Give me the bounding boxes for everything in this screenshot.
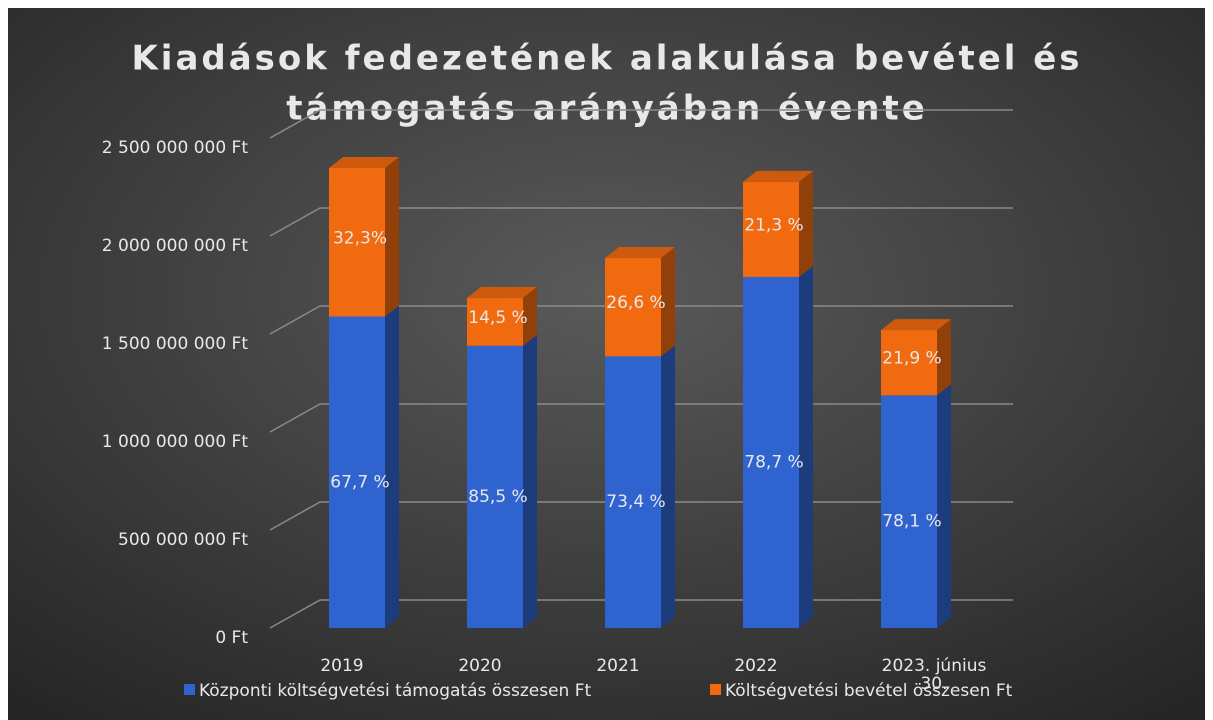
x-tick-label: 2019 (320, 656, 364, 676)
y-tick-label: 1 500 000 000 Ft (102, 334, 249, 354)
data-label: 78,1 % (882, 512, 941, 532)
y-tick-label: 500 000 000 Ft (118, 530, 248, 550)
bar-side (661, 345, 675, 628)
x-tick-label: 2020 (458, 656, 502, 676)
y-tick-label: 0 Ft (215, 628, 248, 648)
bar (743, 181, 799, 277)
y-tick-label: 2 000 000 000 Ft (102, 236, 249, 256)
data-label: 67,7 % (330, 472, 389, 492)
bar-side (799, 170, 813, 277)
bar-side (937, 384, 951, 628)
bar-side (661, 246, 675, 357)
data-label: 73,4 % (606, 492, 665, 512)
bar (743, 276, 799, 628)
bar (881, 330, 937, 396)
bar (329, 167, 385, 317)
bar-side (937, 319, 951, 396)
legend-swatch (184, 684, 195, 695)
y-tick-label: 2 500 000 000 Ft (102, 138, 249, 158)
bar (467, 297, 523, 346)
bar-side (385, 305, 399, 628)
x-tick-label: 2021 (596, 656, 640, 676)
data-label: 85,5 % (468, 487, 527, 507)
bar (467, 345, 523, 628)
x-tick-label: 2023. június 30. (881, 656, 987, 694)
bar-side (523, 286, 537, 346)
bar-top (329, 156, 399, 168)
bar-side (385, 156, 399, 317)
bar-top (605, 246, 675, 258)
chart-title: támogatás arányában évente (286, 89, 928, 129)
x-tick-label: 2022 (734, 656, 778, 676)
bar-top (467, 286, 537, 298)
bar (605, 356, 661, 628)
bar (329, 316, 385, 628)
data-label: 32,3% (333, 228, 387, 248)
data-label: 14,5 % (468, 308, 527, 328)
bar-side (523, 334, 537, 628)
legend-label: Központi költségvetési támogatás összese… (199, 681, 592, 701)
bar-top (743, 170, 813, 182)
data-label: 78,7 % (744, 452, 803, 472)
y-tick-label: 1 000 000 000 Ft (102, 432, 249, 452)
bar-side (799, 265, 813, 628)
grid-line (269, 109, 1013, 139)
legend-swatch (710, 684, 721, 695)
data-label: 21,3 % (744, 215, 803, 235)
data-label: 26,6 % (606, 293, 665, 313)
chart-title: Kiadások fedezetének alakulása bevétel é… (131, 39, 1082, 79)
data-label: 21,9 % (882, 349, 941, 369)
bar (605, 257, 661, 357)
bar-top (881, 319, 951, 331)
legend-label: Költségvetési bevétel összesen Ft (725, 681, 1013, 701)
bar (881, 395, 937, 628)
